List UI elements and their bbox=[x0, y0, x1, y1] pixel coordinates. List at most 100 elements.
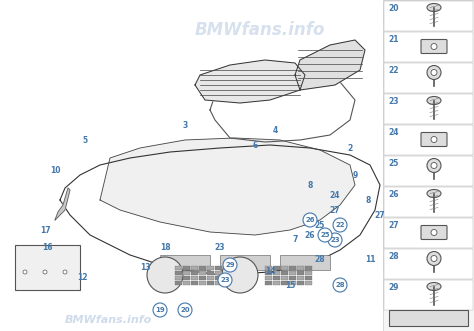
Text: 16: 16 bbox=[42, 244, 52, 253]
Bar bbox=[289, 266, 296, 270]
Text: 28: 28 bbox=[335, 282, 345, 288]
Bar bbox=[175, 271, 182, 275]
Bar bbox=[191, 276, 198, 280]
Bar bbox=[199, 276, 206, 280]
Bar bbox=[15, 245, 80, 290]
Bar bbox=[384, 1, 473, 31]
Text: 9: 9 bbox=[352, 170, 357, 179]
Polygon shape bbox=[55, 188, 70, 220]
Circle shape bbox=[153, 303, 167, 317]
Ellipse shape bbox=[427, 97, 441, 105]
Text: 13: 13 bbox=[140, 263, 150, 272]
Bar bbox=[215, 281, 222, 285]
Text: 11: 11 bbox=[365, 256, 375, 264]
Bar bbox=[191, 271, 198, 275]
Bar bbox=[289, 276, 296, 280]
Text: 20: 20 bbox=[388, 4, 399, 13]
FancyBboxPatch shape bbox=[421, 132, 447, 147]
Polygon shape bbox=[160, 255, 210, 270]
Circle shape bbox=[178, 303, 192, 317]
Circle shape bbox=[147, 257, 183, 293]
Bar bbox=[305, 276, 312, 280]
Bar bbox=[383, 0, 474, 331]
Text: 29: 29 bbox=[225, 262, 235, 268]
Text: 25: 25 bbox=[388, 159, 398, 168]
Bar bbox=[289, 281, 296, 285]
FancyBboxPatch shape bbox=[421, 39, 447, 54]
Bar bbox=[281, 281, 288, 285]
Bar bbox=[297, 281, 304, 285]
Text: 8: 8 bbox=[365, 196, 371, 205]
Bar bbox=[281, 276, 288, 280]
Bar bbox=[183, 266, 190, 270]
Circle shape bbox=[427, 252, 441, 265]
Text: 15: 15 bbox=[285, 280, 295, 290]
Bar bbox=[384, 125, 473, 155]
Text: 5: 5 bbox=[82, 135, 88, 145]
Bar bbox=[384, 280, 473, 310]
Text: 29: 29 bbox=[225, 260, 235, 269]
Text: BMWfans.info: BMWfans.info bbox=[65, 315, 152, 325]
Bar bbox=[281, 266, 288, 270]
Bar bbox=[191, 281, 198, 285]
Circle shape bbox=[431, 163, 437, 168]
Polygon shape bbox=[220, 255, 270, 270]
Bar bbox=[289, 271, 296, 275]
Bar bbox=[207, 271, 214, 275]
Bar bbox=[384, 94, 473, 124]
Bar bbox=[281, 271, 288, 275]
Text: 21: 21 bbox=[388, 35, 399, 44]
Text: 17: 17 bbox=[40, 225, 50, 234]
Text: 27: 27 bbox=[330, 206, 340, 214]
Bar bbox=[265, 266, 272, 270]
Ellipse shape bbox=[427, 282, 441, 291]
Bar bbox=[207, 281, 214, 285]
Bar bbox=[199, 266, 206, 270]
Bar bbox=[183, 281, 190, 285]
Circle shape bbox=[43, 270, 47, 274]
Bar bbox=[175, 266, 182, 270]
Text: 8: 8 bbox=[307, 180, 313, 190]
Bar bbox=[191, 266, 198, 270]
Text: 18: 18 bbox=[160, 244, 170, 253]
Circle shape bbox=[63, 270, 67, 274]
Bar bbox=[273, 276, 280, 280]
Text: 24: 24 bbox=[330, 191, 340, 200]
Circle shape bbox=[431, 136, 437, 143]
Bar bbox=[215, 276, 222, 280]
Text: 25: 25 bbox=[320, 232, 330, 238]
Text: 6: 6 bbox=[252, 140, 258, 150]
Text: BMWfans.info: BMWfans.info bbox=[195, 21, 325, 39]
Bar bbox=[384, 249, 473, 279]
Polygon shape bbox=[295, 40, 365, 90]
Text: 23: 23 bbox=[220, 277, 230, 283]
Bar bbox=[207, 266, 214, 270]
Bar bbox=[297, 276, 304, 280]
Text: 2: 2 bbox=[347, 144, 353, 153]
Text: 12: 12 bbox=[77, 273, 87, 282]
Text: 27: 27 bbox=[374, 211, 385, 219]
Bar bbox=[305, 266, 312, 270]
Bar bbox=[175, 281, 182, 285]
Text: 28: 28 bbox=[315, 256, 325, 264]
Bar bbox=[265, 281, 272, 285]
Bar bbox=[199, 281, 206, 285]
Text: 23: 23 bbox=[330, 237, 340, 243]
Circle shape bbox=[328, 233, 342, 247]
Circle shape bbox=[431, 256, 437, 261]
Text: 23: 23 bbox=[388, 97, 399, 106]
Bar bbox=[297, 271, 304, 275]
Bar bbox=[265, 276, 272, 280]
Circle shape bbox=[223, 258, 237, 272]
Text: 19: 19 bbox=[155, 307, 165, 313]
Circle shape bbox=[431, 229, 437, 235]
Bar bbox=[215, 271, 222, 275]
Text: 24: 24 bbox=[388, 128, 399, 137]
Bar bbox=[207, 276, 214, 280]
Text: 22: 22 bbox=[335, 222, 345, 228]
Bar bbox=[384, 218, 473, 248]
Bar bbox=[389, 310, 468, 326]
Bar bbox=[215, 266, 222, 270]
Bar bbox=[265, 271, 272, 275]
Text: 26: 26 bbox=[388, 190, 399, 199]
